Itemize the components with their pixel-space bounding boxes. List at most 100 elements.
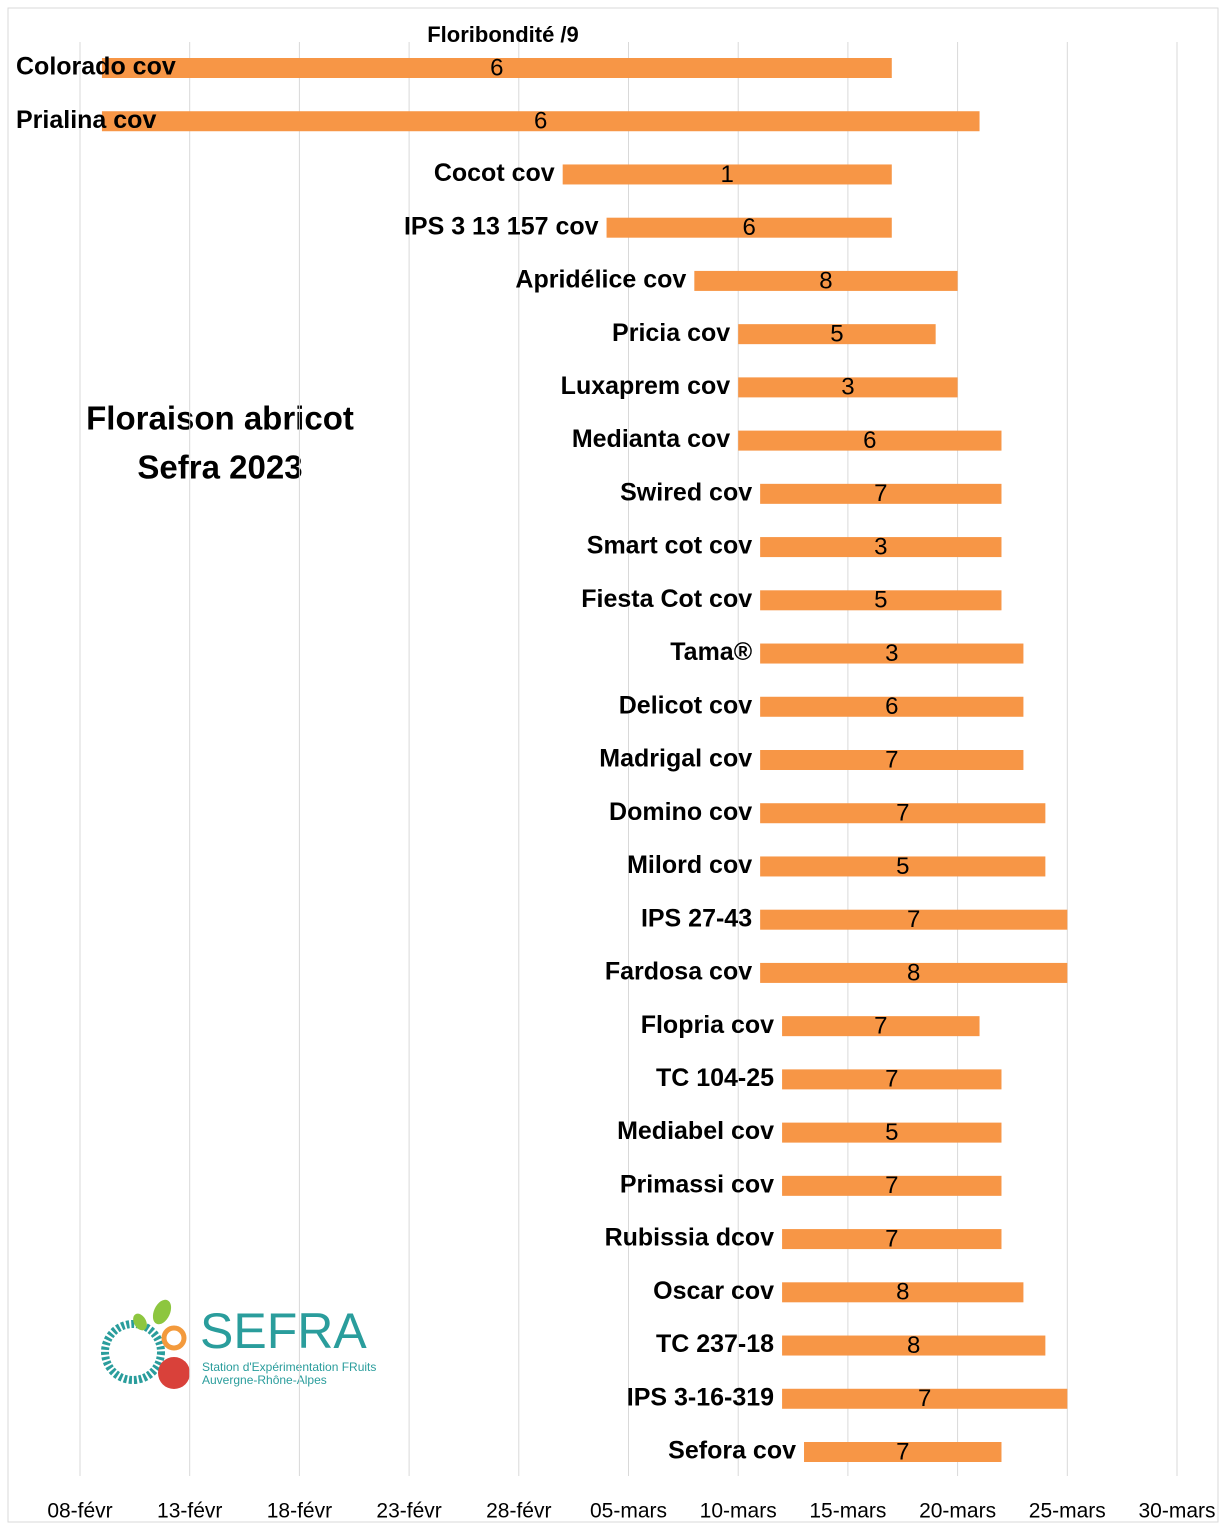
bar — [804, 1442, 1002, 1462]
data-label: 7 — [896, 800, 909, 827]
category-label: Milord cov — [627, 851, 752, 879]
bar — [760, 856, 1046, 877]
logo-leaf — [152, 1299, 172, 1325]
data-label: 6 — [863, 427, 876, 454]
bar — [760, 962, 1068, 983]
category-label: Prialina cov — [16, 106, 156, 134]
logo-leaf — [133, 1313, 147, 1331]
data-label: 5 — [896, 853, 909, 880]
category-label: Rubissia dcov — [605, 1224, 775, 1252]
bar — [606, 217, 892, 238]
x-tick-label: 10-mars — [700, 1500, 777, 1523]
bar — [562, 164, 892, 185]
data-label: 5 — [885, 1119, 898, 1146]
bar — [782, 1229, 1002, 1250]
data-label: 8 — [896, 1279, 909, 1306]
bar — [782, 1122, 1002, 1143]
label-title: Floribondité /9 — [427, 22, 579, 47]
data-label: 5 — [874, 587, 887, 614]
x-tick-label: 15-mars — [809, 1500, 886, 1523]
category-label: Tama® — [670, 638, 752, 666]
data-label: 8 — [907, 1332, 920, 1359]
category-label: Medianta cov — [572, 425, 730, 453]
data-label: 5 — [830, 320, 843, 347]
data-label: 7 — [885, 746, 898, 773]
bar — [760, 483, 1002, 504]
x-tick-label: 05-mars — [590, 1500, 667, 1523]
data-label: 7 — [874, 1012, 887, 1039]
logo: SEFRA Station d'Expérimentation FRuits A… — [101, 1299, 376, 1389]
data-label: 7 — [885, 1225, 898, 1252]
category-label: Fiesta Cot cov — [581, 585, 752, 613]
x-tick-label: 25-mars — [1029, 1500, 1106, 1523]
data-label: 6 — [885, 693, 898, 720]
logo-name: SEFRA — [200, 1303, 367, 1359]
bar — [101, 111, 980, 132]
logo-tagline: Station d'Expérimentation FRuits — [202, 1360, 376, 1374]
bar — [782, 1282, 1024, 1303]
category-label: IPS 3-16-319 — [627, 1383, 774, 1411]
chart-subtitle: Sefra 2023 — [137, 449, 302, 486]
category-label: Fardosa cov — [605, 958, 752, 986]
category-label: Sefora cov — [668, 1437, 796, 1465]
x-tick-label: 13-févr — [157, 1500, 222, 1523]
logo-dot — [161, 1325, 187, 1351]
category-label: Colorado cov — [16, 53, 176, 81]
bar — [760, 909, 1068, 930]
bar — [760, 537, 1002, 558]
category-label: Oscar cov — [653, 1277, 774, 1305]
bar — [694, 270, 958, 291]
data-label: 3 — [841, 374, 854, 401]
x-tick-label: 08-févr — [47, 1500, 112, 1523]
bar — [760, 643, 1024, 664]
bar — [760, 696, 1024, 717]
bar — [782, 1016, 980, 1037]
bar — [760, 750, 1024, 770]
bar — [738, 377, 958, 398]
category-label: IPS 3 13 157 cov — [404, 212, 599, 240]
x-tick-label: 28-févr — [486, 1500, 551, 1523]
category-label: TC 237-18 — [656, 1330, 774, 1358]
data-label: 7 — [885, 1066, 898, 1093]
logo-ring — [101, 1320, 165, 1384]
bar — [782, 1335, 1046, 1356]
chart-border — [7, 7, 1219, 1523]
chart-title: Floraison abricot — [86, 400, 354, 437]
data-label: 3 — [885, 640, 898, 667]
category-label: Madrigal cov — [599, 745, 752, 773]
x-tick-label: 30-mars — [1138, 1500, 1215, 1523]
bar — [738, 430, 1002, 451]
category-label: Swired cov — [620, 478, 752, 506]
bar — [782, 1175, 1002, 1196]
category-label: Cocot cov — [434, 159, 555, 187]
data-label: 7 — [896, 1438, 909, 1465]
data-label: 6 — [534, 108, 547, 135]
category-label: Smart cot cov — [587, 532, 752, 560]
x-tick-label: 23-févr — [376, 1500, 441, 1523]
data-label: 1 — [721, 161, 734, 188]
data-label: 7 — [885, 1172, 898, 1199]
category-label: Flopria cov — [641, 1011, 774, 1039]
data-label: 7 — [918, 1385, 931, 1412]
category-label: Apridélice cov — [515, 266, 686, 294]
data-label: 8 — [819, 267, 832, 294]
x-tick-label: 20-mars — [919, 1500, 996, 1523]
x-tick-label: 18-févr — [267, 1500, 332, 1523]
data-label: 7 — [907, 906, 920, 933]
bar — [760, 590, 1002, 611]
category-label: Domino cov — [609, 798, 752, 826]
category-label: Primassi cov — [620, 1170, 774, 1198]
category-label: Pricia cov — [612, 319, 730, 347]
bar — [760, 803, 1046, 824]
data-label: 3 — [874, 533, 887, 560]
category-label: TC 104-25 — [656, 1064, 774, 1092]
bar — [782, 1069, 1002, 1090]
category-label: Delicot cov — [619, 691, 752, 719]
bar — [782, 1388, 1068, 1409]
category-label: Mediabel cov — [617, 1117, 774, 1145]
data-label: 6 — [742, 214, 755, 241]
logo-tagline: Auvergne-Rhône-Alpes — [202, 1373, 327, 1387]
bar — [101, 58, 892, 78]
bar — [738, 324, 936, 345]
